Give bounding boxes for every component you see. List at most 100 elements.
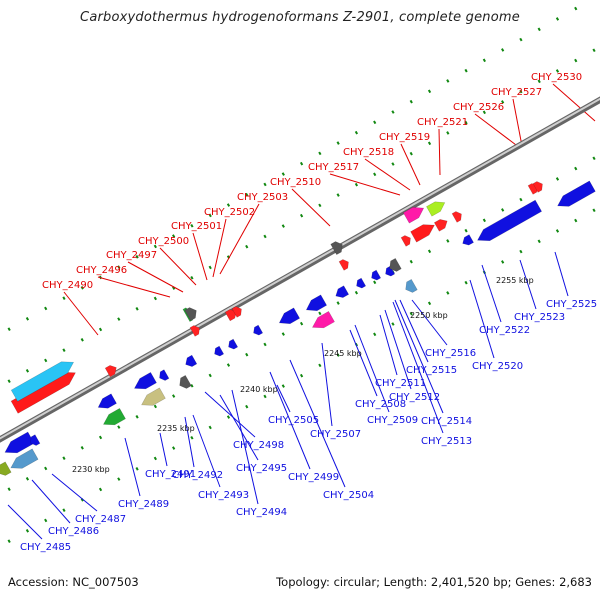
gene-label-reverse-15: CHY_2509 [367, 415, 418, 426]
gene-feature-20 [97, 393, 117, 409]
connector-forward-5 [212, 218, 227, 278]
gene-label-forward-10: CHY_2519 [379, 132, 430, 143]
gene-feature-23-shape [185, 354, 198, 367]
gene-feature-9 [451, 211, 462, 223]
gene-feature-21-shape [134, 372, 157, 390]
gene-feature-43-shape [405, 278, 418, 293]
connector-reverse-15 [354, 324, 390, 413]
gene-feature-6-shape [400, 235, 411, 247]
gene-feature-30 [356, 277, 367, 289]
gene-feature-12-shape [10, 361, 75, 402]
connector-reverse-17 [384, 309, 412, 390]
gene-feature-32 [385, 265, 396, 277]
gene-feature-40-shape [0, 461, 12, 476]
connector-forward-13 [512, 98, 523, 147]
gene-feature-26 [253, 324, 264, 336]
gene-label-reverse-5: CHY_2492 [172, 470, 223, 481]
gene-feature-1 [104, 365, 117, 378]
gene-feature-14-shape [403, 207, 425, 224]
gene-label-reverse-17: CHY_2512 [389, 392, 440, 403]
connector-forward-1 [97, 276, 171, 298]
gene-feature-5 [338, 259, 349, 271]
gene-label-reverse-24: CHY_2523 [514, 312, 565, 323]
gene-feature-9-shape [451, 211, 462, 223]
gene-feature-5-shape [338, 259, 349, 271]
gene-label-reverse-22: CHY_2520 [472, 361, 523, 372]
gene-feature-27-shape [278, 307, 300, 324]
connector-reverse-4 [159, 432, 168, 467]
gene-feature-42-shape [389, 257, 402, 272]
gene-feature-4 [231, 306, 242, 318]
gene-feature-29 [335, 285, 350, 298]
gene-label-forward-12: CHY_2526 [453, 102, 504, 113]
gene-label-reverse-13: CHY_2507 [310, 429, 361, 440]
gene-feature-34-shape [477, 199, 543, 242]
gene-feature-14 [403, 207, 425, 224]
connector-forward-3 [159, 247, 197, 286]
gene-feature-36 [103, 408, 126, 426]
connector-reverse-5 [184, 416, 195, 468]
gene-label-reverse-1: CHY_2486 [48, 526, 99, 537]
gene-feature-28 [305, 294, 327, 311]
connector-reverse-2 [51, 473, 98, 512]
gene-label-forward-13: CHY_2527 [491, 87, 542, 98]
scale-label-5: 2255 kbp [496, 276, 534, 285]
gene-feature-40 [0, 461, 12, 476]
gene-feature-8-shape [433, 219, 448, 232]
gene-label-reverse-11: CHY_2504 [323, 490, 374, 501]
gene-feature-20-shape [97, 393, 117, 409]
gene-label-reverse-8: CHY_2495 [236, 463, 287, 474]
gene-label-reverse-7: CHY_2494 [236, 507, 287, 518]
gene-label-reverse-10: CHY_2499 [288, 472, 339, 483]
connector-reverse-9 [204, 391, 256, 438]
gene-feature-31-shape [371, 269, 382, 281]
gene-feature-25-shape [228, 338, 239, 350]
connector-reverse-11 [289, 359, 346, 488]
gene-feature-29-shape [335, 285, 350, 298]
connector-reverse-1 [31, 479, 71, 524]
gene-feature-7-shape [410, 224, 435, 243]
connector-reverse-23 [481, 264, 502, 323]
gene-label-reverse-9: CHY_2498 [233, 440, 284, 451]
gene-label-reverse-18: CHY_2513 [421, 436, 472, 447]
scale-labels: 2230 kbp 2235 kbp 2240 kbp 2245 kbp 2250 kbp… [72, 276, 534, 474]
scale-label-1: 2235 kbp [157, 424, 195, 433]
gene-feature-35-shape [557, 180, 596, 207]
gene-feature-12 [10, 361, 75, 402]
connector-reverse-6 [192, 414, 221, 488]
connector-reverse-8 [219, 394, 259, 461]
gene-feature-23 [185, 354, 198, 367]
connector-forward-4 [192, 232, 208, 281]
genome-backbone [0, 96, 600, 443]
gene-feature-24-shape [214, 345, 225, 357]
gene-feature-1-shape [104, 365, 117, 378]
gene-feature-34 [477, 199, 543, 242]
gene-label-reverse-20: CHY_2515 [406, 365, 457, 376]
gene-label-forward-11: CHY_2521 [417, 117, 468, 128]
gene-feature-2 [189, 325, 200, 337]
gene-feature-22-shape [159, 369, 170, 381]
gene-feature-33-shape [462, 234, 474, 246]
connector-reverse-18 [392, 301, 444, 434]
scale-label-0: 2230 kbp [72, 465, 110, 474]
tick-row-3 [0, 205, 600, 549]
backbone-highlight [0, 97, 600, 440]
gene-feature-37-shape [141, 387, 166, 406]
gene-feature-41 [179, 374, 192, 389]
connector-reverse-13 [321, 342, 333, 427]
gene-feature-30-shape [356, 277, 367, 289]
gene-feature-35 [557, 180, 596, 207]
connector-reverse-21 [411, 299, 448, 346]
gene-feature-22 [159, 369, 170, 381]
gene-feature-28-shape [305, 294, 327, 311]
connector-reverse-19 [394, 299, 444, 414]
gene-feature-19-shape [30, 434, 41, 446]
gene-label-reverse-2: CHY_2487 [75, 514, 126, 525]
connector-forward-14 [552, 83, 596, 122]
gene-feature-6 [400, 235, 411, 247]
gene-feature-4-shape [231, 306, 242, 318]
connector-forward-7 [291, 188, 331, 227]
gene-feature-27 [278, 307, 300, 324]
gene-feature-33 [462, 234, 474, 246]
